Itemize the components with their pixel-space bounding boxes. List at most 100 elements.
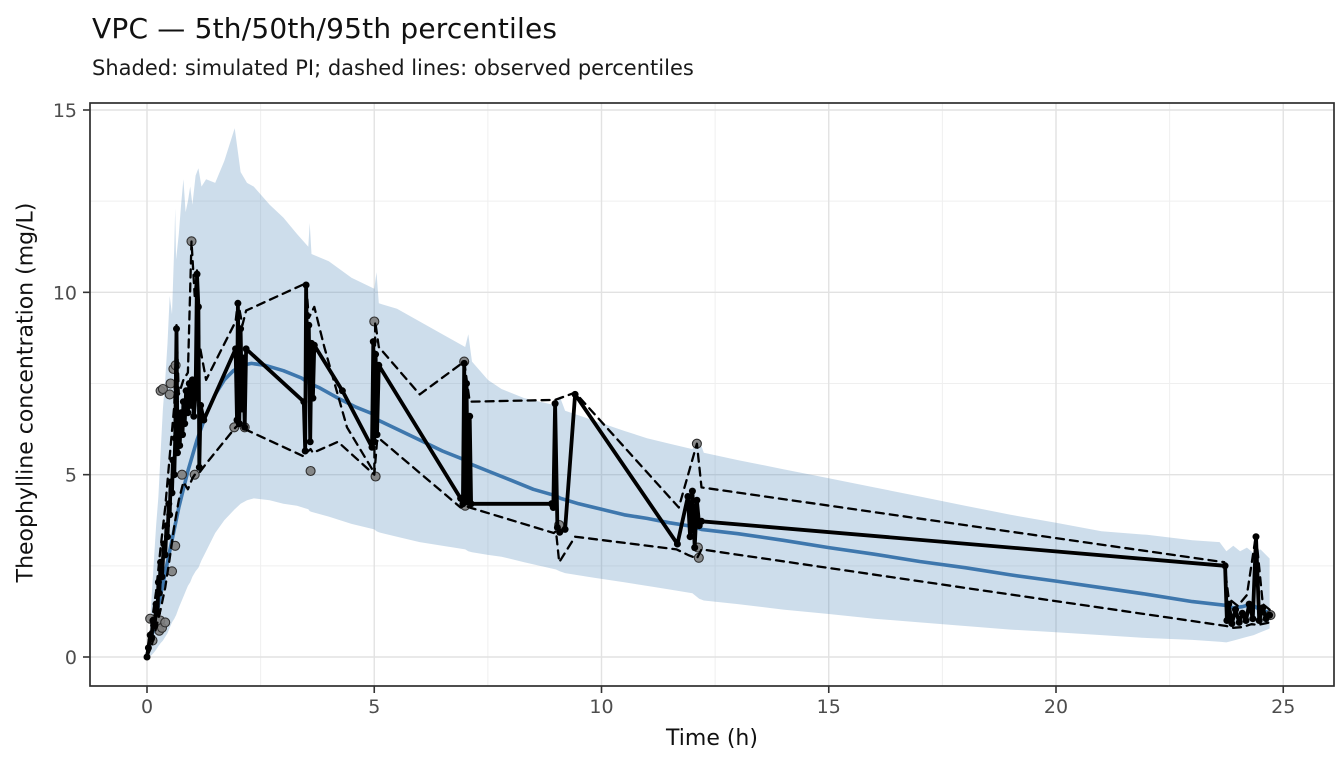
observed-median-point bbox=[154, 609, 161, 617]
observed-median-point bbox=[309, 394, 317, 402]
observed-median-point bbox=[190, 412, 198, 420]
observed-median-point bbox=[1242, 617, 1250, 624]
y-tick-label: 10 bbox=[53, 282, 77, 304]
observed-median-point bbox=[187, 401, 195, 409]
observed-median-point bbox=[184, 409, 192, 417]
observed-median-point bbox=[181, 420, 189, 428]
observed-median-point bbox=[302, 281, 310, 289]
observed-median-point bbox=[370, 438, 378, 446]
observed-median-point bbox=[161, 551, 169, 559]
observed-median-point bbox=[460, 359, 468, 367]
observed-median-point bbox=[1259, 604, 1267, 612]
observed-median-point bbox=[173, 325, 180, 333]
observed-median-point bbox=[684, 493, 692, 500]
y-axis-title: Theophylline concentration (mg/L) bbox=[13, 202, 39, 583]
observed-median-point bbox=[551, 400, 559, 408]
observed-median-point bbox=[177, 409, 185, 417]
observed-median-point bbox=[1249, 615, 1257, 623]
observed-median-point bbox=[148, 635, 155, 643]
simulated-median-line bbox=[145, 361, 1272, 657]
observed-median-point bbox=[673, 540, 681, 548]
observed-median-point bbox=[688, 487, 696, 495]
observed-median-point bbox=[1238, 609, 1246, 617]
chart-title: VPC — 5th/50th/95th percentiles bbox=[92, 12, 558, 45]
observed-median-point bbox=[549, 504, 557, 511]
observed-point bbox=[160, 617, 171, 628]
observed-median-point bbox=[301, 447, 309, 455]
observed-median-point bbox=[1266, 611, 1274, 619]
x-tick-label: 0 bbox=[141, 696, 153, 718]
chart-subtitle: Shaded: simulated PI; dashed lines: obse… bbox=[92, 56, 694, 80]
observed-point bbox=[164, 389, 175, 400]
observed-point bbox=[305, 465, 316, 477]
observed-median-point bbox=[168, 489, 176, 497]
observed-median-point bbox=[338, 387, 346, 395]
observed-median-point bbox=[151, 622, 159, 630]
observed-median-point bbox=[175, 423, 183, 431]
observed-median-point bbox=[369, 338, 377, 346]
observed-median-point bbox=[238, 405, 246, 413]
observed-median-point bbox=[691, 544, 699, 552]
observed-median-point bbox=[160, 540, 168, 548]
observed-median-point bbox=[165, 500, 173, 508]
y-tick-label: 5 bbox=[65, 465, 77, 487]
simulated-pi-ribbon bbox=[147, 128, 1270, 657]
observed-median-point bbox=[372, 350, 380, 358]
observed-p95-line bbox=[145, 240, 1271, 655]
observed-point bbox=[176, 469, 188, 480]
observed-median-point bbox=[242, 345, 250, 353]
x-tick-label: 10 bbox=[589, 696, 613, 718]
observed-median-point bbox=[561, 525, 569, 533]
observed-median-point bbox=[176, 442, 184, 449]
observed-median-point bbox=[1245, 600, 1253, 608]
observed-median-point bbox=[197, 401, 205, 409]
observed-median-point bbox=[157, 558, 165, 566]
observed-median-point bbox=[463, 380, 470, 387]
observed-median-point bbox=[193, 270, 201, 278]
observed-median-point bbox=[300, 398, 308, 406]
observed-median-point bbox=[1252, 533, 1260, 541]
observed-median-line bbox=[145, 272, 1272, 659]
x-axis-title: Time (h) bbox=[666, 726, 758, 751]
observed-median-point bbox=[163, 522, 170, 530]
observed-median-point bbox=[686, 533, 694, 541]
observed-median-point bbox=[171, 434, 179, 442]
observed-median-point bbox=[1255, 617, 1263, 624]
observed-median-point bbox=[467, 500, 475, 508]
observed-median-point bbox=[693, 496, 701, 504]
observed-median-point bbox=[143, 653, 151, 661]
observed-median-point bbox=[179, 398, 187, 406]
observed-median-point bbox=[1225, 600, 1233, 608]
observed-median-point bbox=[1235, 618, 1243, 626]
observed-median-point bbox=[195, 463, 203, 471]
observed-median-point bbox=[1232, 606, 1239, 614]
observed-p5-line bbox=[145, 422, 1271, 659]
observed-median-point bbox=[164, 533, 171, 541]
observed-median-point bbox=[170, 471, 178, 479]
observed-median-point bbox=[303, 372, 311, 380]
observed-median-point bbox=[239, 354, 247, 362]
observed-median-point bbox=[235, 420, 243, 428]
observed-median-point bbox=[310, 341, 318, 349]
observed-median-point bbox=[305, 321, 313, 329]
y-tick-label: 15 bbox=[53, 100, 77, 122]
observed-median-point bbox=[158, 573, 166, 581]
observed-median-point bbox=[169, 456, 177, 464]
observed-median-point bbox=[234, 299, 242, 307]
observed-median-point bbox=[368, 443, 376, 451]
observed-median-point bbox=[375, 361, 383, 369]
observed-median-point bbox=[306, 438, 314, 446]
observed-median-point bbox=[192, 390, 200, 398]
observed-median-point bbox=[188, 376, 196, 384]
observed-median-point bbox=[154, 578, 162, 586]
observed-median-point bbox=[194, 303, 202, 311]
observed-median-point bbox=[241, 423, 249, 431]
observed-median-point bbox=[232, 345, 240, 353]
observed-median-point bbox=[556, 528, 564, 536]
panel-border bbox=[89, 102, 1335, 687]
observed-median-point bbox=[237, 325, 245, 333]
observed-median-point bbox=[466, 412, 474, 420]
observed-median-point bbox=[373, 431, 381, 439]
observed-median-point bbox=[1221, 562, 1229, 570]
